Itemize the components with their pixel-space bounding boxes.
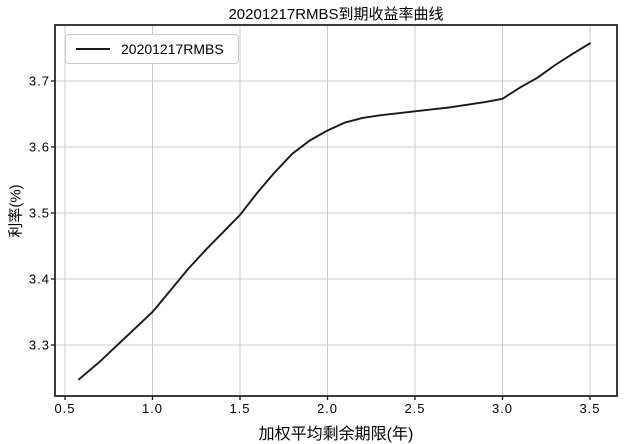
- legend-label: 20201217RMBS: [121, 41, 224, 57]
- x-tick-label: 2.5: [404, 401, 426, 416]
- y-axis-tick-labels: 3.3 3.4 3.5 3.6 3.7: [0, 25, 50, 396]
- plot-border: [54, 24, 618, 397]
- plot-canvas: [51, 24, 618, 400]
- series-line: [78, 42, 591, 381]
- chart-title: 20201217RMBS到期收益率曲线: [228, 6, 444, 23]
- y-tick-label: 3.7: [28, 73, 50, 89]
- y-tick-label: 3.6: [28, 139, 50, 155]
- x-tick-label: 1.0: [141, 401, 164, 416]
- x-tick-label: 3.5: [579, 401, 601, 416]
- plot-area: 20201217RMBS: [51, 24, 618, 400]
- x-tick-label: 3.0: [491, 401, 514, 416]
- x-tick-label: 1.5: [229, 401, 251, 416]
- x-axis-tick-labels: 0.5 1.0 1.5 2.0 2.5 3.0 3.5: [54, 401, 617, 417]
- y-tick-label: 3.3: [28, 337, 50, 353]
- x-tick-label: 0.5: [54, 401, 76, 416]
- y-tick-label: 3.5: [28, 205, 50, 221]
- y-tick-label: 3.4: [28, 271, 50, 287]
- x-tick-label: 2.0: [316, 401, 339, 416]
- legend-line-sample: [76, 48, 110, 50]
- x-axis-label: 加权平均剩余期限(年): [258, 426, 414, 443]
- legend: 20201217RMBS: [65, 34, 239, 64]
